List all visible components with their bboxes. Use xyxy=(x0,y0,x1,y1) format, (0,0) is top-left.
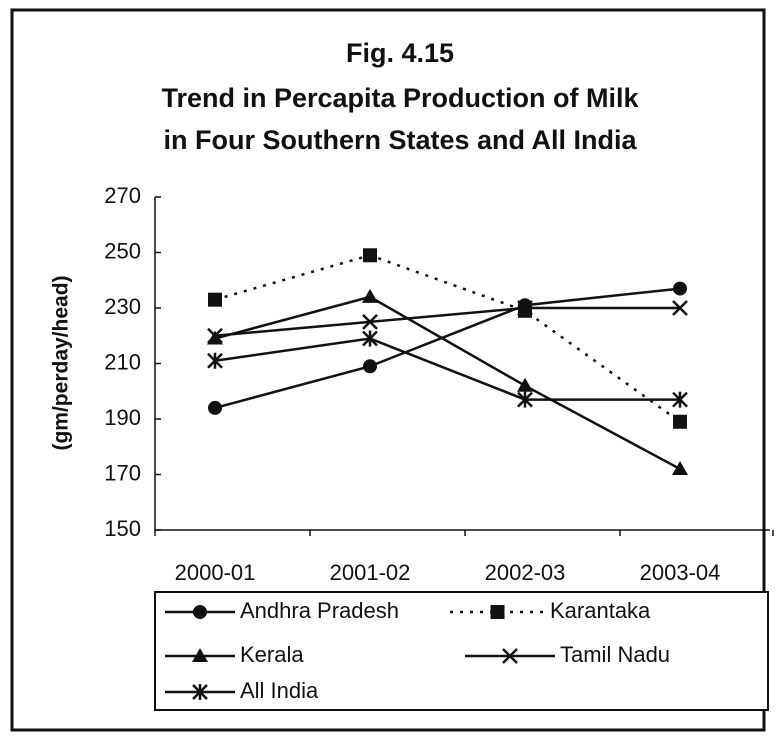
point xyxy=(362,330,378,347)
point xyxy=(673,281,687,296)
series-line xyxy=(214,287,681,410)
series-line xyxy=(214,253,681,423)
y-tick-label: 210 xyxy=(104,349,141,374)
x-tick-label: 2001-02 xyxy=(330,560,411,585)
x-tick-label: 2003-04 xyxy=(640,560,721,585)
series-line xyxy=(214,295,681,471)
point xyxy=(363,248,377,263)
legend-text: Karantaka xyxy=(550,598,651,623)
y-tick-label: 190 xyxy=(104,405,141,430)
point xyxy=(207,352,223,369)
legend-text: All India xyxy=(240,678,319,703)
legend-marker xyxy=(490,605,505,619)
chart-title: Fig. 4.15 xyxy=(346,38,454,68)
x-tick-label: 2000-01 xyxy=(175,560,256,585)
legend-marker xyxy=(192,684,208,700)
y-axis-label: (gm/perday/head) xyxy=(50,275,73,450)
legend-marker xyxy=(192,648,208,662)
point xyxy=(518,303,532,318)
y-tick-label: 170 xyxy=(104,460,141,485)
y-tick-label: 250 xyxy=(104,238,141,263)
y-tick-label: 270 xyxy=(104,183,141,208)
point xyxy=(362,288,378,303)
point xyxy=(517,300,533,316)
y-tick-label: 230 xyxy=(104,294,141,319)
point xyxy=(207,327,223,344)
point xyxy=(673,414,687,429)
chart-title: in Four Southern States and All India xyxy=(163,125,637,155)
point xyxy=(363,359,377,374)
chart-title: Trend in Percapita Production of Milk xyxy=(161,83,639,113)
x-tick-label: 2002-03 xyxy=(485,560,566,585)
legend-text: Kerala xyxy=(240,642,304,667)
legend-text: Tamil Nadu xyxy=(560,642,670,667)
legend-marker xyxy=(193,605,207,619)
point xyxy=(208,400,222,415)
y-tick-label: 150 xyxy=(104,516,141,541)
point xyxy=(517,391,533,408)
point xyxy=(208,292,222,307)
legend-marker xyxy=(502,648,518,664)
point xyxy=(672,391,688,408)
point xyxy=(362,313,378,330)
point xyxy=(672,460,688,475)
frame xyxy=(10,8,766,732)
point xyxy=(517,377,533,392)
point xyxy=(672,300,688,316)
series-line xyxy=(214,337,680,401)
legend-text: Andhra Pradesh xyxy=(240,598,399,623)
series-line xyxy=(214,306,680,337)
